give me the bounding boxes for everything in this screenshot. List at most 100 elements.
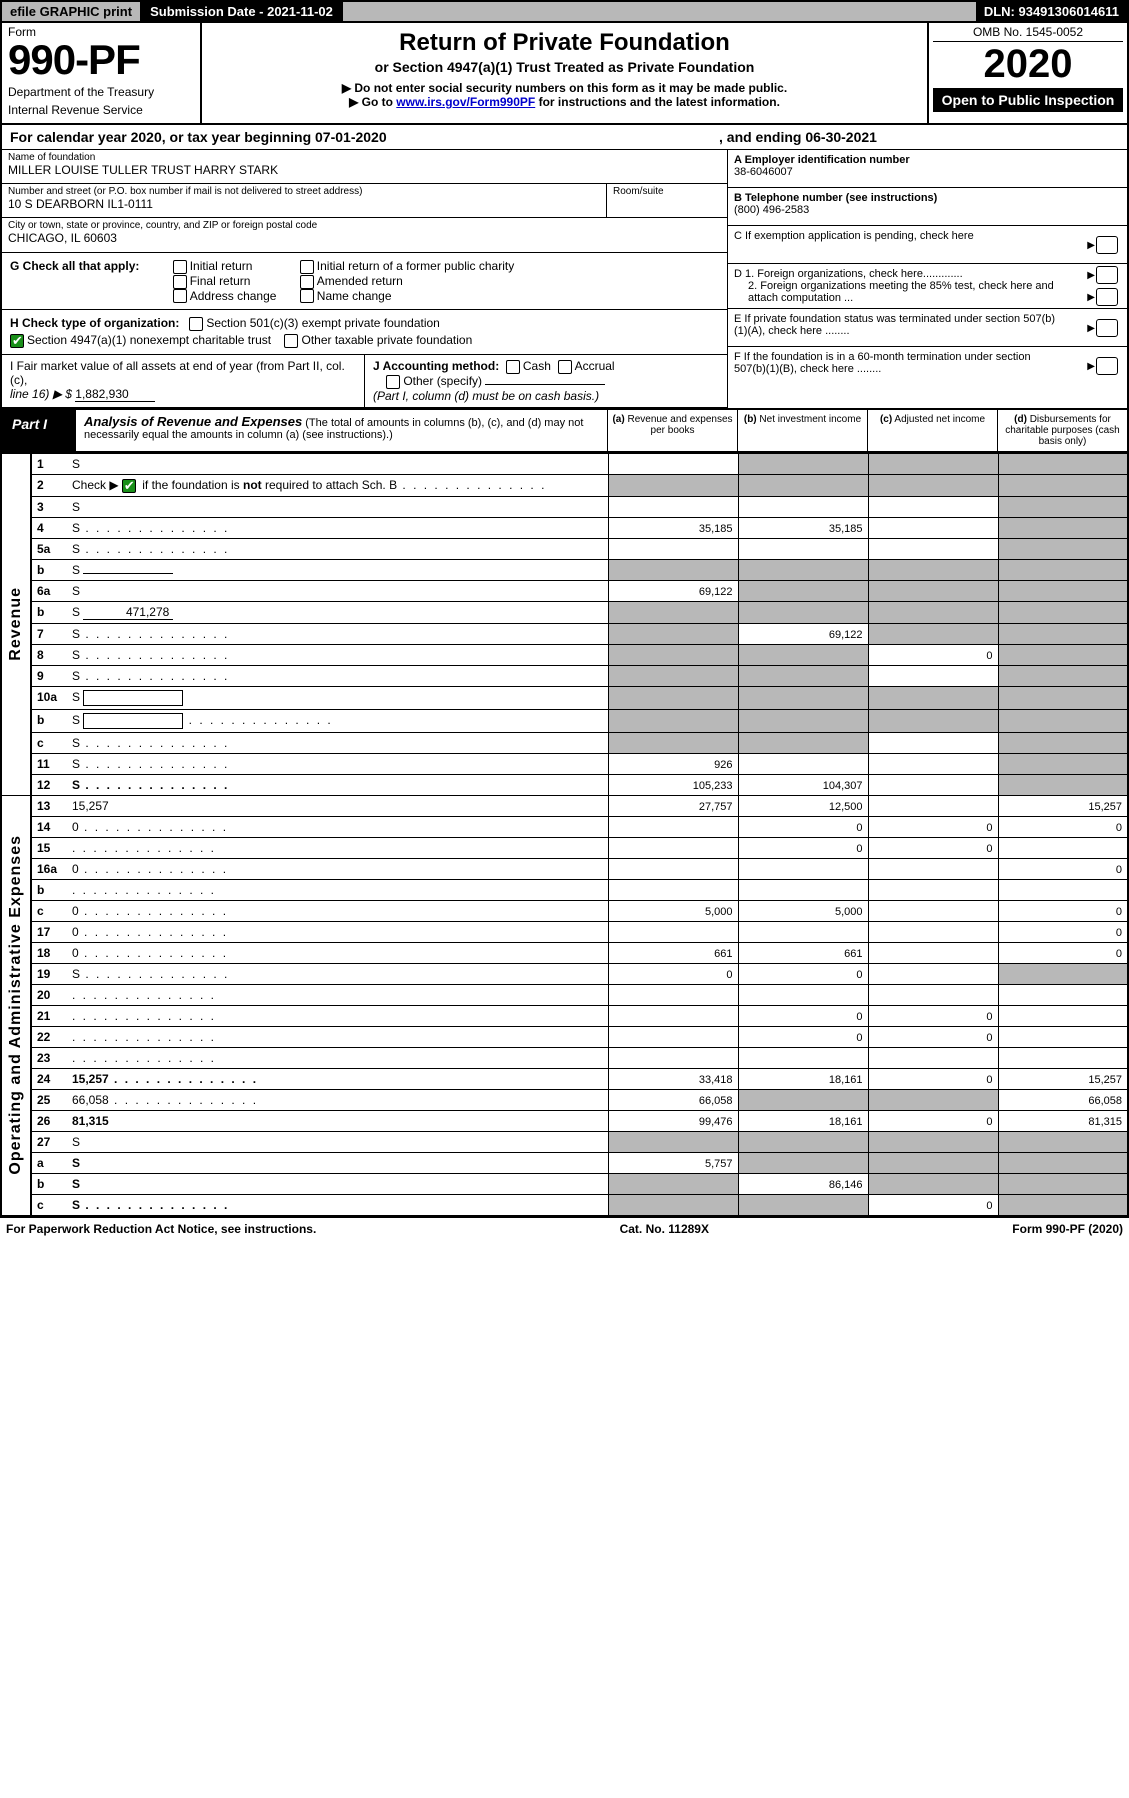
note2-post: for instructions and the latest informat… [535,95,780,109]
table-row: 3S [1,496,1128,517]
cell-shaded [868,623,998,644]
line-description: S [67,753,608,774]
checkbox-other-taxable[interactable] [284,334,298,348]
i-label: I Fair market value of all assets at end… [10,359,345,387]
checkbox-cash[interactable] [506,360,520,374]
form990pf-link[interactable]: www.irs.gov/Form990PF [396,95,535,109]
cell-shaded [998,963,1128,984]
table-row: c05,0005,0000 [1,900,1128,921]
table-row: bS [1,709,1128,732]
line-number: b [31,1173,67,1194]
checkbox-sch-b[interactable] [122,479,136,493]
cell-value: 12,500 [738,795,868,816]
line-number: 17 [31,921,67,942]
note-link: ▶ Go to www.irs.gov/Form990PF for instru… [212,95,917,109]
cell-shaded [738,474,868,496]
checkbox-final-return[interactable] [173,275,187,289]
line-number: 21 [31,1005,67,1026]
checkbox-address-change[interactable] [173,289,187,303]
cell-value: 86,146 [738,1173,868,1194]
checkbox-501c3[interactable] [189,317,203,331]
table-row: 7S69,122 [1,623,1128,644]
cell-shaded [998,753,1128,774]
col-b-text: Net investment income [759,414,861,425]
table-row: 2100 [1,1005,1128,1026]
box-e: E If private foundation status was termi… [728,309,1127,347]
cell-value [738,858,868,879]
line-number: c [31,1194,67,1216]
checkbox-f[interactable] [1096,357,1118,375]
line-description: S [67,1131,608,1152]
h-opt-3: Other taxable private foundation [301,333,472,347]
cell-shaded [738,665,868,686]
header-center: Return of Private Foundation or Section … [202,23,927,123]
note2-pre: ▶ Go to [349,95,396,109]
line-number: 27 [31,1131,67,1152]
topbar-spacer [343,2,976,21]
line-number: 19 [31,963,67,984]
checkbox-initial-return[interactable] [173,260,187,274]
cell-value [608,837,738,858]
col-a-header: (a) Revenue and expenses per books [607,410,737,451]
table-row: 9S [1,665,1128,686]
checkbox-d1[interactable] [1096,266,1118,284]
line-description: S 471,278 [67,601,608,623]
line-number: 2 [31,474,67,496]
checkbox-d2[interactable] [1096,288,1118,306]
cell-value: 18,161 [738,1110,868,1131]
cell-shaded [738,686,868,709]
cell-value [608,1047,738,1068]
cell-shaded [738,1152,868,1173]
cell-shaded [998,580,1128,601]
section-j: J Accounting method: Cash Accrual Other … [365,355,727,407]
efile-label[interactable]: efile GRAPHIC print [2,2,142,21]
table-row: bS [1,559,1128,580]
checkbox-c[interactable] [1096,236,1118,254]
table-row: cS0 [1,1194,1128,1216]
cell-value: 0 [998,900,1128,921]
cell-value: 0 [998,858,1128,879]
cell-value: 105,233 [608,774,738,795]
cell-value: 0 [608,963,738,984]
cell-shaded [608,665,738,686]
cell-value: 35,185 [738,517,868,538]
arrow-icon [1087,322,1095,334]
cell-value: 33,418 [608,1068,738,1089]
g-opt-5: Name change [317,289,392,303]
cell-shaded [868,453,998,474]
cell-shaded [998,474,1128,496]
cell-value: 69,122 [738,623,868,644]
room-cell: Room/suite [607,184,727,218]
table-row: bS 86,146 [1,1173,1128,1194]
checkbox-initial-former[interactable] [300,260,314,274]
table-row: 4S35,18535,185 [1,517,1128,538]
checkbox-4947a1[interactable] [10,334,24,348]
col-a-text: Revenue and expenses per books [627,414,732,436]
checkbox-amended[interactable] [300,275,314,289]
line-description: S [67,774,608,795]
footer-center: Cat. No. 11289X [620,1222,709,1236]
room-label: Room/suite [613,186,721,197]
checkbox-other-method[interactable] [386,375,400,389]
checkbox-e[interactable] [1096,319,1118,337]
cell-shaded [738,601,868,623]
foundation-city: CHICAGO, IL 60603 [8,231,721,245]
line-description: S [67,1173,608,1194]
a-label: A Employer identification number [734,154,910,166]
cell-value: 0 [738,816,868,837]
c-label: C If exemption application is pending, c… [734,230,974,242]
dept-treasury: Department of the Treasury [8,85,194,99]
table-row: 1700 [1,921,1128,942]
checkbox-name-change[interactable] [300,289,314,303]
note-ssn: ▶ Do not enter social security numbers o… [212,81,917,95]
line-description: 81,315 [67,1110,608,1131]
table-row: 27S [1,1131,1128,1152]
addr-label: Number and street (or P.O. box number if… [8,186,600,197]
line-description: S [67,559,608,580]
footer-right: Form 990-PF (2020) [1012,1222,1123,1236]
line-description [67,1047,608,1068]
table-row: 2200 [1,1026,1128,1047]
col-d-header: (d) Disbursements for charitable purpose… [997,410,1127,451]
checkbox-accrual[interactable] [558,360,572,374]
arrow-icon [1087,360,1095,372]
